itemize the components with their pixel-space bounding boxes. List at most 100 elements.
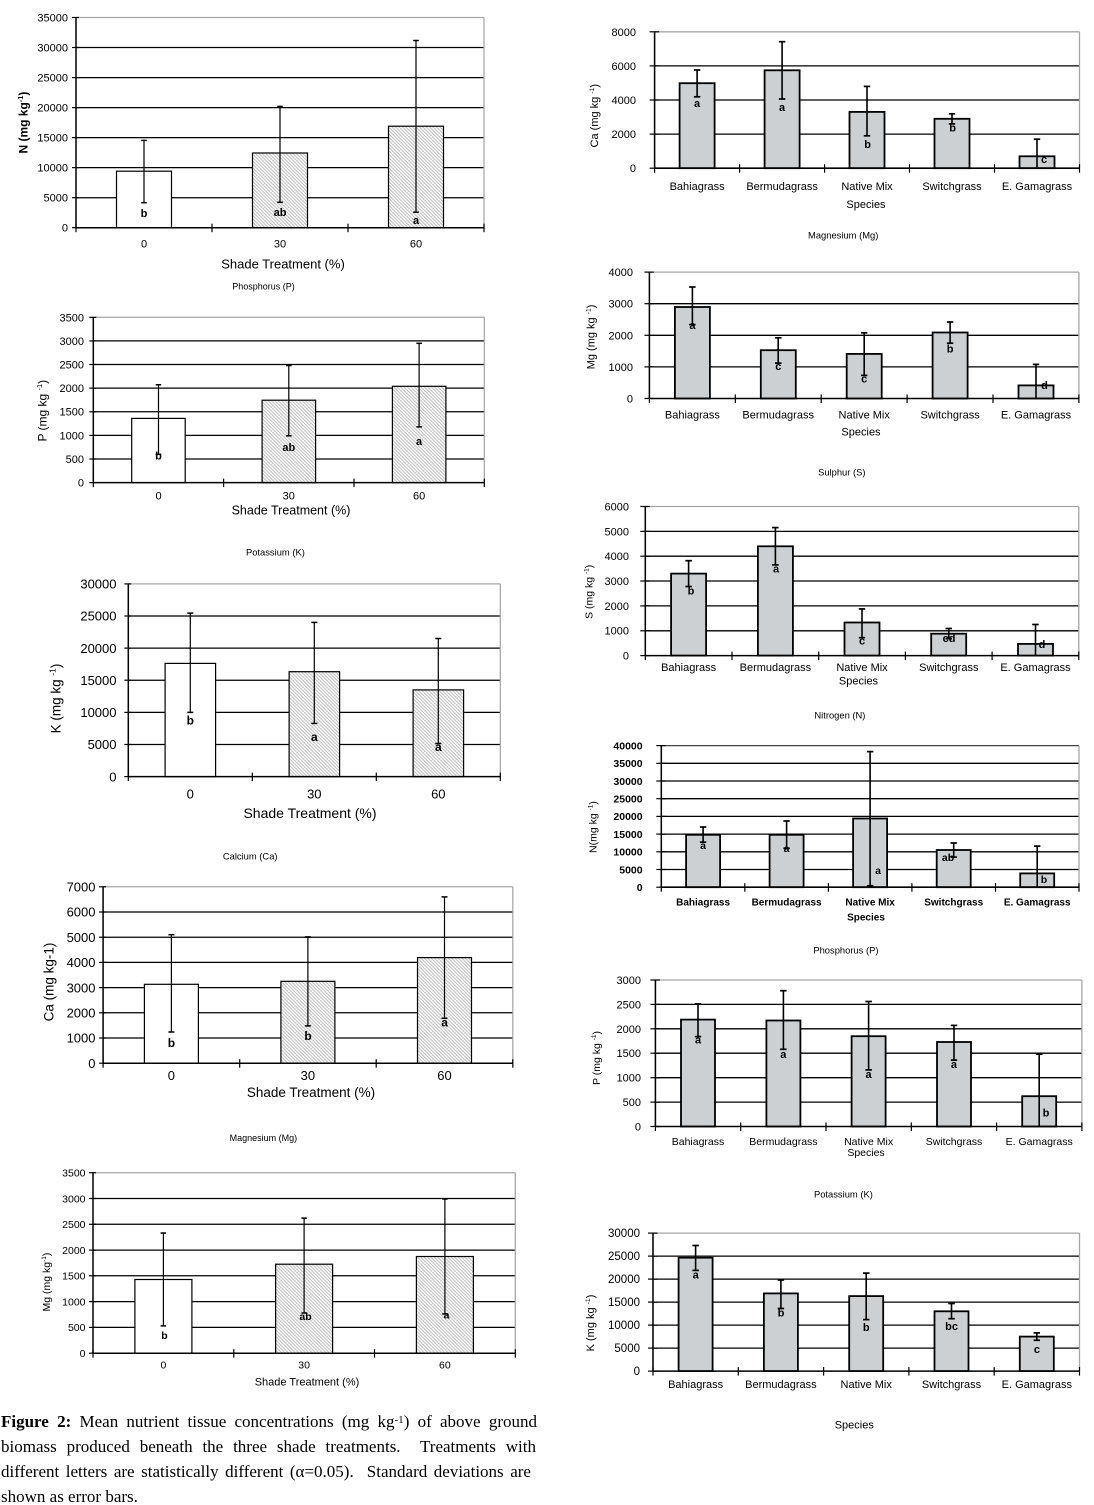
svg-text:Phosphorus (P): Phosphorus (P) <box>232 281 295 291</box>
svg-text:Species: Species <box>847 913 885 924</box>
svg-text:500: 500 <box>66 454 84 466</box>
svg-text:Native Mix: Native Mix <box>836 662 888 674</box>
svg-text:E. Gamagrass: E. Gamagrass <box>1001 410 1072 422</box>
svg-text:Native Mix: Native Mix <box>839 410 891 422</box>
svg-text:b: b <box>161 1330 167 1342</box>
svg-text:S (mg kg -1): S (mg kg -1) <box>583 565 595 619</box>
svg-text:40000: 40000 <box>613 740 642 752</box>
svg-text:E. Gamagrass: E. Gamagrass <box>1002 1379 1073 1391</box>
svg-text:1000: 1000 <box>62 1296 86 1308</box>
svg-text:4000: 4000 <box>609 267 633 279</box>
svg-text:Native Mix: Native Mix <box>841 181 893 193</box>
svg-text:5000: 5000 <box>619 864 643 876</box>
svg-text:0: 0 <box>187 787 194 802</box>
svg-text:Bahiagrass: Bahiagrass <box>661 662 717 674</box>
svg-text:30000: 30000 <box>37 43 68 55</box>
svg-text:Switchgrass: Switchgrass <box>920 410 980 422</box>
svg-text:0: 0 <box>630 163 636 175</box>
svg-text:500: 500 <box>623 1097 641 1109</box>
svg-text:c: c <box>775 361 781 373</box>
svg-text:2000: 2000 <box>67 1006 96 1021</box>
svg-text:Bahiagrass: Bahiagrass <box>672 1136 725 1148</box>
svg-text:25000: 25000 <box>608 1251 640 1263</box>
svg-text:15000: 15000 <box>608 1297 640 1309</box>
svg-text:Bermudagrass: Bermudagrass <box>752 898 822 909</box>
svg-text:c: c <box>1041 154 1047 166</box>
svg-text:b: b <box>1043 1108 1050 1120</box>
svg-text:0: 0 <box>623 651 629 663</box>
svg-text:0: 0 <box>155 491 161 503</box>
svg-text:Switchgrass: Switchgrass <box>924 898 983 909</box>
svg-text:b: b <box>864 139 871 151</box>
svg-text:Species: Species <box>847 1147 884 1159</box>
svg-text:Native Mix: Native Mix <box>841 1379 893 1391</box>
svg-text:20000: 20000 <box>37 103 68 115</box>
svg-text:a: a <box>435 740 442 754</box>
svg-text:8000: 8000 <box>612 27 636 39</box>
svg-text:0: 0 <box>634 1366 640 1378</box>
svg-text:ab: ab <box>942 852 954 864</box>
svg-text:bc: bc <box>945 1321 958 1333</box>
svg-text:Ca (mg kg -1): Ca (mg kg -1) <box>589 84 601 148</box>
svg-text:Switchgrass: Switchgrass <box>919 662 979 674</box>
svg-text:Calcium (Ca): Calcium (Ca) <box>223 851 278 862</box>
svg-text:d: d <box>1039 639 1046 651</box>
svg-text:Species: Species <box>846 199 886 211</box>
svg-text:2000: 2000 <box>60 383 84 395</box>
svg-text:30: 30 <box>274 239 286 251</box>
svg-text:Bermudagrass: Bermudagrass <box>749 1136 817 1148</box>
svg-text:3500: 3500 <box>60 312 84 324</box>
svg-text:20000: 20000 <box>613 811 642 823</box>
svg-text:E. Gamagrass: E. Gamagrass <box>1004 898 1071 909</box>
svg-text:b: b <box>187 714 194 728</box>
svg-text:6000: 6000 <box>605 502 629 514</box>
svg-text:b: b <box>688 586 695 598</box>
svg-text:Phosphorus (P): Phosphorus (P) <box>813 945 878 956</box>
svg-text:30: 30 <box>298 1360 310 1372</box>
svg-text:K (mg kg -1): K (mg kg -1) <box>585 1295 597 1352</box>
svg-text:2000: 2000 <box>605 601 629 613</box>
svg-text:3000: 3000 <box>60 336 84 348</box>
svg-text:0: 0 <box>168 1068 175 1083</box>
svg-text:25000: 25000 <box>613 794 642 806</box>
svg-text:a: a <box>444 1310 450 1322</box>
svg-text:35000: 35000 <box>37 13 68 25</box>
svg-text:20000: 20000 <box>80 641 116 656</box>
svg-text:0: 0 <box>80 1348 86 1360</box>
svg-text:c: c <box>1034 1344 1040 1356</box>
svg-text:Native Mix: Native Mix <box>844 1136 894 1148</box>
svg-text:N (mg kg-1): N (mg kg-1) <box>16 92 31 154</box>
svg-text:Bahiagrass: Bahiagrass <box>670 181 726 193</box>
svg-text:Switchgrass: Switchgrass <box>926 1136 983 1148</box>
svg-text:0: 0 <box>160 1360 166 1372</box>
svg-text:3000: 3000 <box>605 576 629 588</box>
svg-text:30: 30 <box>307 787 321 802</box>
svg-text:2500: 2500 <box>62 1219 86 1231</box>
svg-text:b: b <box>863 1322 870 1334</box>
svg-text:6000: 6000 <box>67 905 96 920</box>
svg-text:Switchgrass: Switchgrass <box>922 181 982 193</box>
svg-text:1000: 1000 <box>605 626 629 638</box>
svg-text:c: c <box>859 635 865 647</box>
svg-text:Native Mix: Native Mix <box>845 898 895 909</box>
svg-text:3000: 3000 <box>62 1193 86 1205</box>
svg-text:0: 0 <box>635 1122 641 1134</box>
svg-text:a: a <box>689 320 696 332</box>
svg-text:a: a <box>311 730 318 744</box>
svg-text:1000: 1000 <box>609 362 633 374</box>
svg-text:Bahiagrass: Bahiagrass <box>668 1379 724 1391</box>
svg-text:a: a <box>784 843 790 855</box>
svg-text:60: 60 <box>437 1068 451 1083</box>
svg-text:Mg (mg kg-1): Mg (mg kg-1) <box>41 1253 53 1312</box>
svg-text:ab: ab <box>274 207 287 219</box>
svg-text:a: a <box>441 1016 448 1030</box>
svg-text:a: a <box>695 1035 702 1047</box>
svg-text:a: a <box>700 840 706 852</box>
svg-text:4000: 4000 <box>67 955 96 970</box>
svg-text:60: 60 <box>439 1360 451 1372</box>
svg-text:2500: 2500 <box>60 360 84 372</box>
svg-text:Magnesium (Mg): Magnesium (Mg) <box>230 1133 298 1143</box>
svg-text:Species: Species <box>835 1420 875 1432</box>
svg-text:K (mg kg -1): K (mg kg -1) <box>48 664 64 734</box>
svg-text:3000: 3000 <box>609 299 633 311</box>
